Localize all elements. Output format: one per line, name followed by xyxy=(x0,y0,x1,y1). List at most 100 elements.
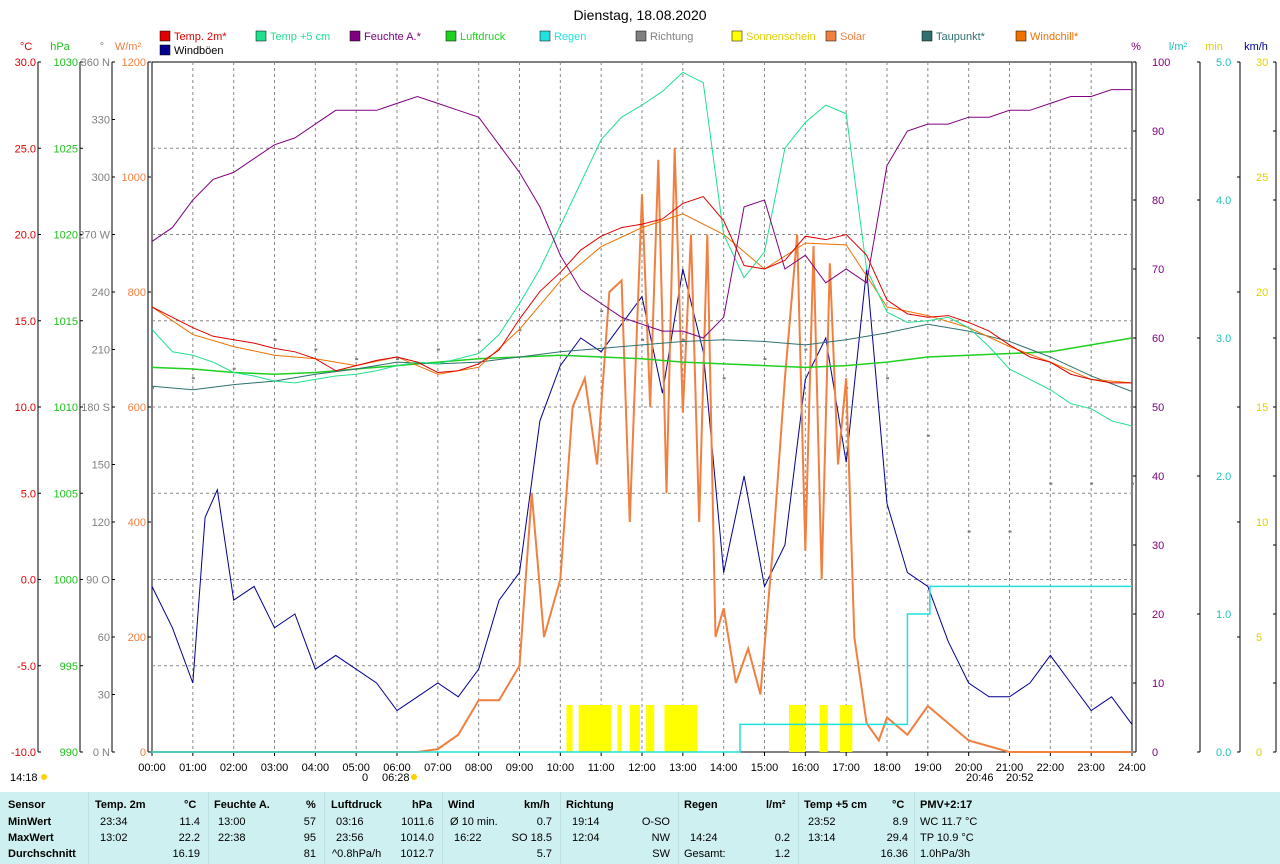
temp-avg: 16.19 xyxy=(172,848,200,860)
direction-mark xyxy=(355,358,359,361)
direction-mark xyxy=(1008,530,1012,533)
x-tick-label: 17:00 xyxy=(832,762,860,774)
legend-swatch xyxy=(159,30,171,42)
axis-right-tick-label: 60 xyxy=(1152,333,1164,345)
x-tick-label: 24:00 xyxy=(1118,762,1146,774)
legend-swatch xyxy=(635,30,647,42)
sun-icon xyxy=(411,774,417,780)
x-tick-label: 07:00 xyxy=(424,762,452,774)
axis-right-tick-label: 1.0 xyxy=(1216,609,1231,621)
axis-left-tick-label: 30 xyxy=(98,690,110,702)
x-tick-label: 00:00 xyxy=(138,762,166,774)
axis-left-tick-label: 600 xyxy=(128,402,146,414)
dir-max-time: 12:04 xyxy=(572,832,600,844)
t5-avg: 16.36 xyxy=(880,848,908,860)
press-trend: ^0.8hPa/h xyxy=(332,848,382,860)
marker-start-time: 14:18 xyxy=(10,772,38,784)
x-tick-label: 05:00 xyxy=(342,762,370,774)
axis-left-tick-label: 1000 xyxy=(54,575,78,587)
axis-right-tick-label: 4.0 xyxy=(1216,195,1231,207)
marker-sunset-time: 20:52 xyxy=(1006,772,1034,784)
direction-mark xyxy=(273,338,277,341)
axis-left-tick-label: 180 S xyxy=(81,402,110,414)
press-min-time: 03:16 xyxy=(336,816,364,828)
header-wind-unit: km/h xyxy=(524,799,550,811)
axis-left-tick-label: 800 xyxy=(128,287,146,299)
direction-mark xyxy=(804,348,808,351)
legend-label: Richtung xyxy=(650,31,693,43)
axis-left-tick-label: 150 xyxy=(92,460,110,472)
axis-right-tick-label: 15 xyxy=(1256,402,1268,414)
x-tick-label: 04:00 xyxy=(302,762,330,774)
axis-left-tick-label: 1020 xyxy=(54,230,78,242)
axis-left-unit: W/m² xyxy=(115,41,142,53)
direction-mark xyxy=(396,358,399,361)
sunshine-bar xyxy=(840,705,853,752)
sunshine-bar xyxy=(629,705,640,752)
axis-left-tick-label: 1000 xyxy=(122,172,146,184)
header-humidity-unit: % xyxy=(306,799,316,811)
t5-max: 29.4 xyxy=(886,832,908,844)
axis-right-tick-label: 80 xyxy=(1152,195,1164,207)
row-label-avg: Durchschnitt xyxy=(8,848,76,860)
axis-right-tick-label: 50 xyxy=(1152,402,1164,414)
axis-left-tick-label: 120 xyxy=(92,517,110,529)
direction-mark xyxy=(1131,482,1134,485)
temp-max-time: 13:02 xyxy=(100,832,128,844)
legend-swatch xyxy=(921,30,933,42)
x-tick-label: 20:00 xyxy=(955,762,983,774)
series-luftdruck xyxy=(151,337,1133,375)
x-tick-label: 11:00 xyxy=(588,762,615,774)
dir-max: NW xyxy=(651,832,670,844)
axis-right-tick-label: 70 xyxy=(1152,264,1164,276)
dir-min: O-SO xyxy=(641,816,670,828)
dir-avg: SW xyxy=(652,848,670,860)
axis-left-tick-label: 90 O xyxy=(86,575,110,587)
legend-label: Solar xyxy=(840,31,866,43)
axis-left-tick-label: -10.0 xyxy=(11,747,36,759)
axis-right-tick-label: 30 xyxy=(1152,540,1164,552)
press-min: 1011.6 xyxy=(401,816,434,828)
direction-mark xyxy=(232,367,236,370)
header-rain: Regen xyxy=(684,799,718,811)
header-rain-unit: l/m² xyxy=(766,799,786,811)
header-humidity: Feuchte A. xyxy=(214,799,270,811)
pmv-windchill: WC 11.7 °C xyxy=(920,816,978,828)
x-tick-label: 23:00 xyxy=(1077,762,1105,774)
dir-min-time: 19:14 xyxy=(572,816,600,828)
header-pressure: Luftdruck xyxy=(331,799,382,811)
header-sensor: Sensor xyxy=(8,799,46,811)
series-regen xyxy=(152,585,1132,753)
axis-left-tick-label: 0 N xyxy=(93,747,110,759)
legend-label: Windböen xyxy=(174,45,224,57)
chart-title: Dienstag, 18.08.2020 xyxy=(573,7,706,23)
axis-right-tick-label: 3.0 xyxy=(1216,333,1231,345)
series-taupunkt xyxy=(151,323,1133,392)
temp-max: 22.2 xyxy=(178,832,200,844)
rain-total-label: Gesamt: xyxy=(684,848,726,860)
wind-max-time: 16:22 xyxy=(454,832,482,844)
legend-label: Regen xyxy=(554,31,586,43)
sunshine-bar xyxy=(789,705,806,752)
x-tick-label: 16:00 xyxy=(792,762,820,774)
legend-label: Temp. 2m* xyxy=(174,31,227,43)
legend-swatch xyxy=(445,30,457,42)
axis-right-unit: min xyxy=(1205,41,1223,53)
x-tick-label: 08:00 xyxy=(465,762,493,774)
hum-min: 57 xyxy=(303,816,316,828)
axis-right-tick-label: 25 xyxy=(1256,172,1268,184)
legend-swatch xyxy=(825,30,837,42)
x-tick-label: 03:00 xyxy=(261,762,289,774)
axis-left-tick-label: 1010 xyxy=(54,402,78,414)
header-temp5: Temp +5 cm xyxy=(804,799,868,811)
legend-swatch xyxy=(539,30,551,42)
direction-mark xyxy=(763,358,767,361)
direction-mark xyxy=(191,377,195,380)
direction-mark xyxy=(722,377,726,380)
legend-label: Windchill* xyxy=(1030,31,1079,43)
direction-mark xyxy=(600,310,604,313)
axis-left-tick-label: 0.0 xyxy=(21,575,36,587)
series-solar xyxy=(152,148,1132,753)
axis-left-tick-label: 240 xyxy=(92,287,110,299)
series-temp2m xyxy=(151,195,1132,384)
